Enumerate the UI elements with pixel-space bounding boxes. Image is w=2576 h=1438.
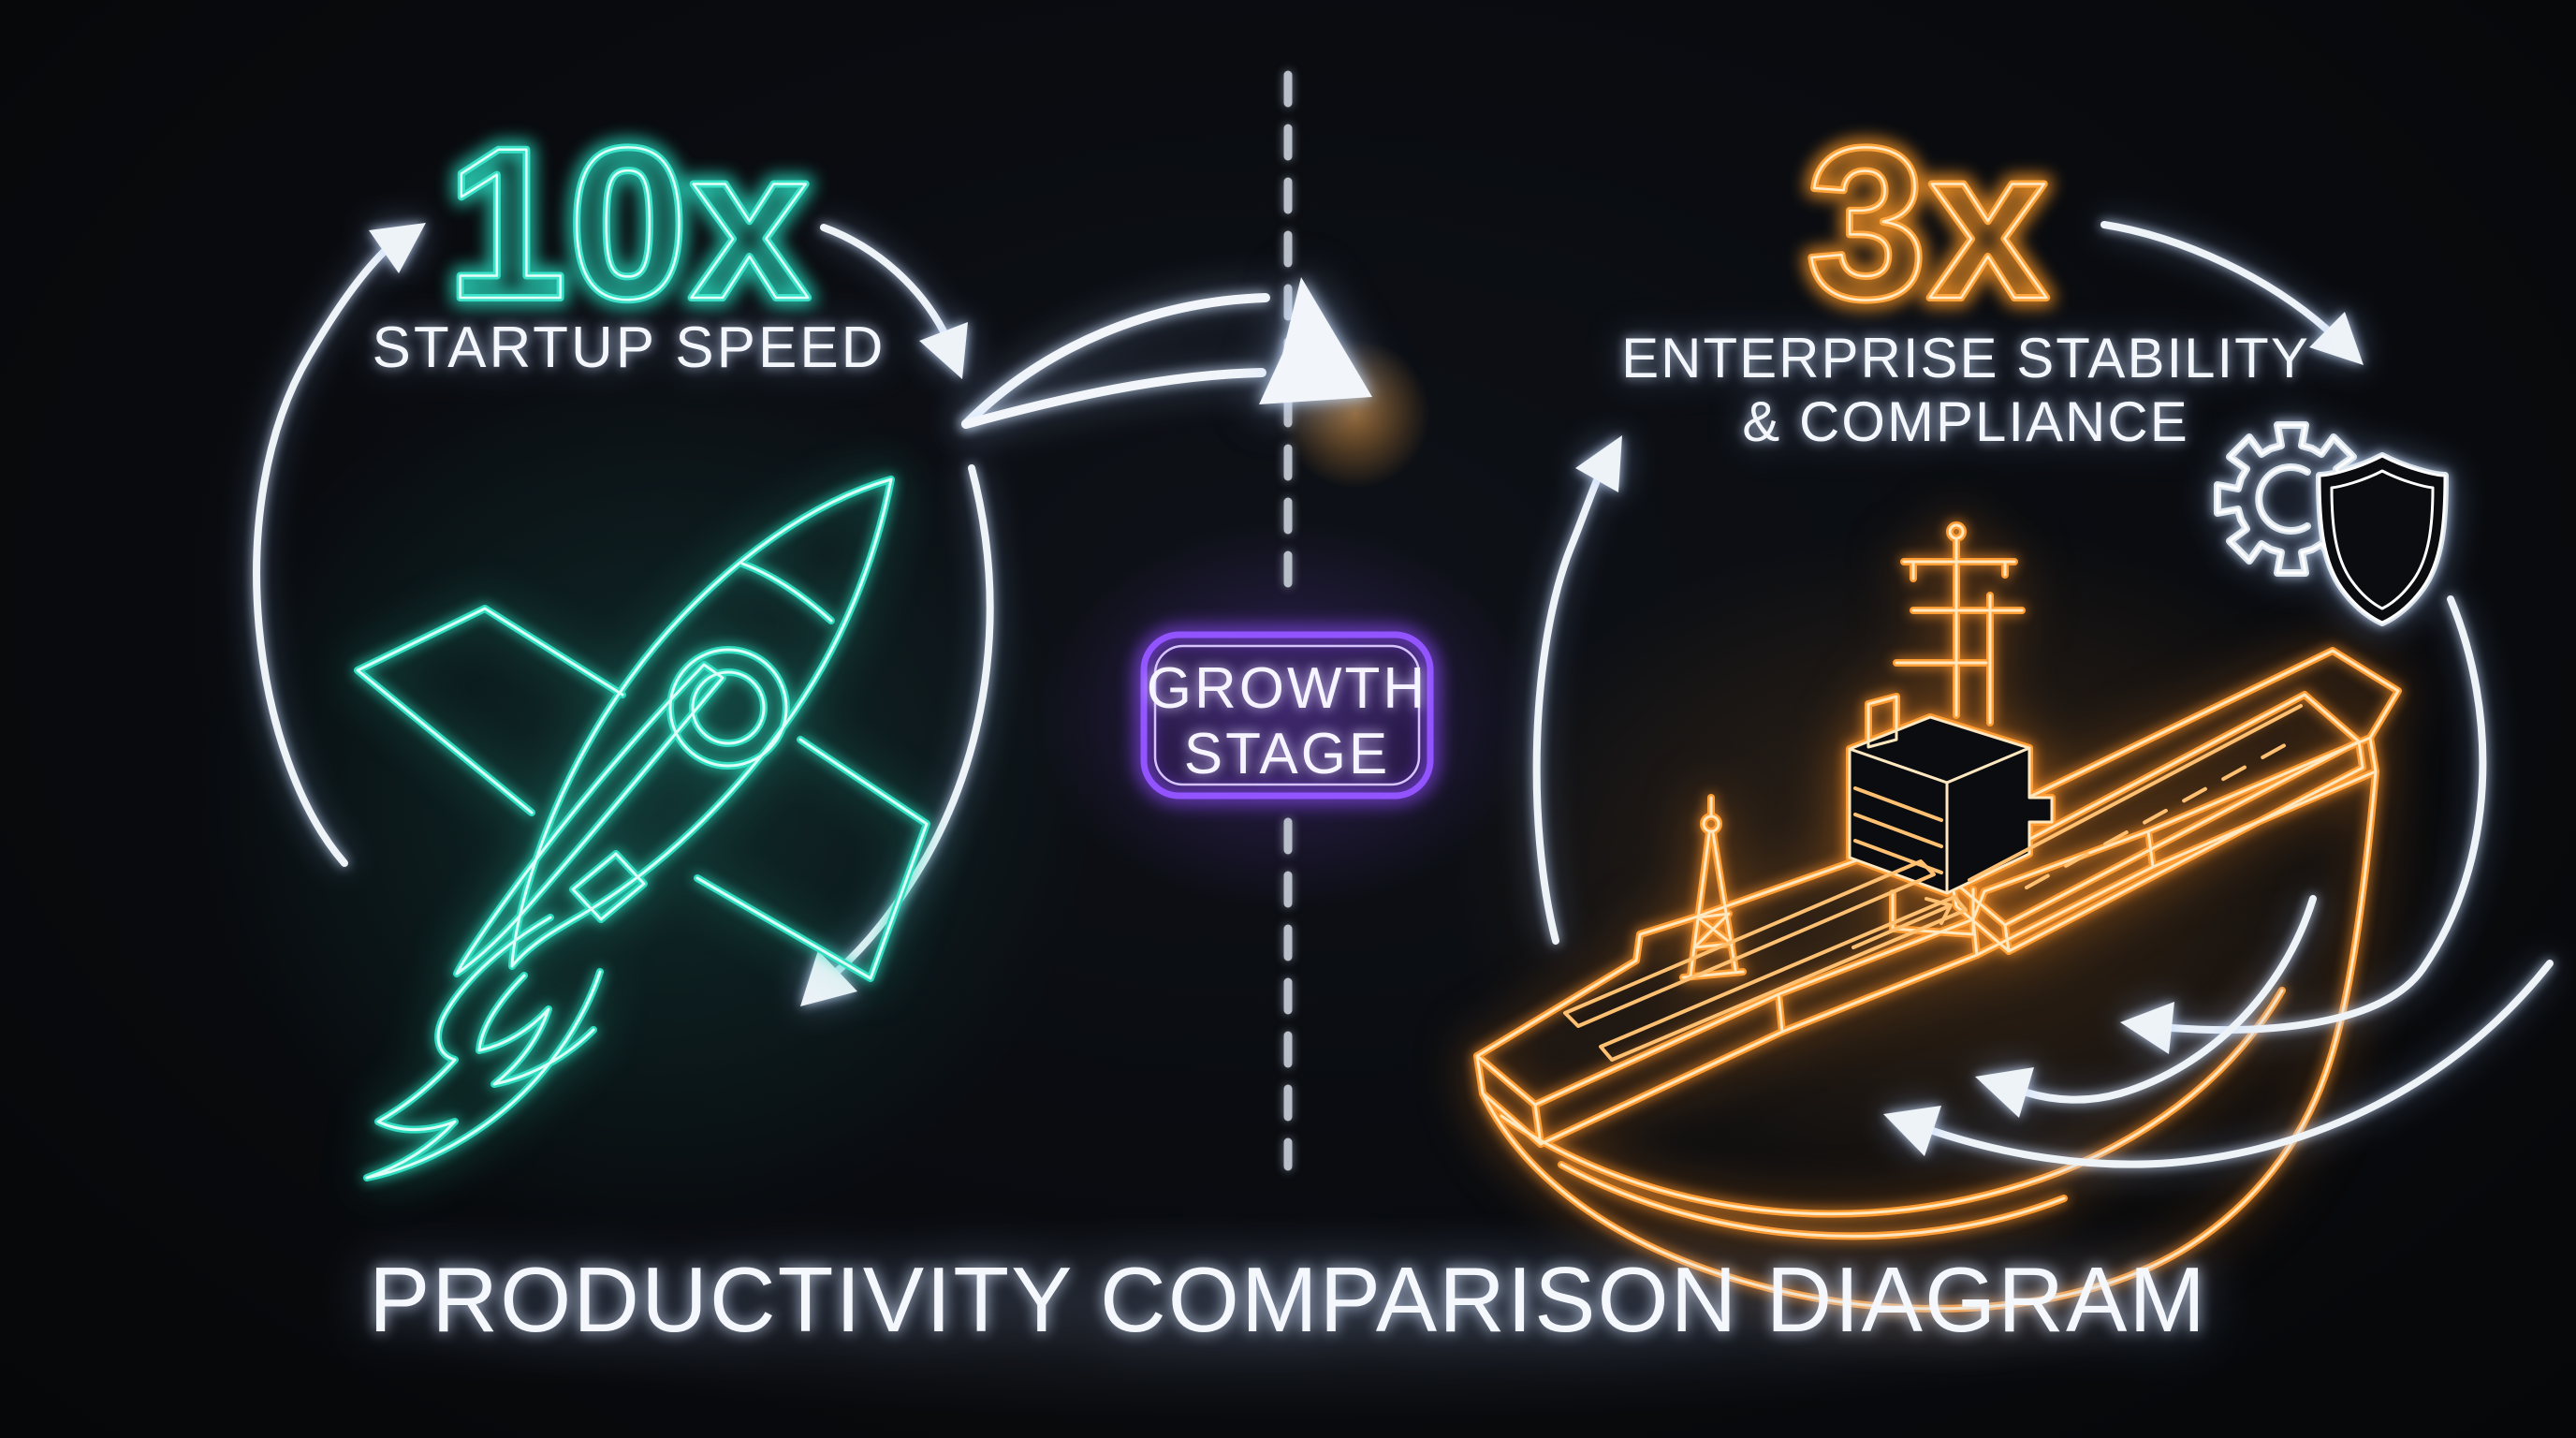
aircraft-carrier-icon — [1477, 525, 2398, 1309]
enterprise-label-line1: ENTERPRISE STABILITY — [1621, 327, 2310, 389]
right-cycle-return3-arrowhead-icon — [1883, 1106, 1941, 1156]
startup-label: STARTUP SPEED — [373, 315, 886, 380]
svg-text:3x: 3x — [1807, 103, 2050, 344]
left-cycle-arrows — [253, 223, 994, 1006]
svg-text:10x: 10x — [446, 103, 812, 344]
left-cycle-down-arrowhead-icon — [919, 322, 968, 379]
transition-arrowhead-icon — [1259, 277, 1372, 404]
shield-icon — [2216, 423, 2447, 624]
enterprise-multiplier: 3x 3x 3x — [1798, 95, 2056, 352]
carrier-deck-markings — [1563, 704, 2303, 1062]
svg-text:3x: 3x — [1807, 103, 2050, 344]
svg-text:10x: 10x — [446, 103, 812, 344]
svg-text:10x: 10x — [446, 103, 812, 344]
svg-text:3x: 3x — [1807, 103, 2050, 344]
growth-stage-badge: GROWTH STAGE — [1136, 627, 1438, 803]
right-cycle-up-arrowhead-icon — [1575, 435, 1622, 492]
left-cycle-return-arrowhead-icon — [800, 950, 857, 1006]
badge-line2: STAGE — [1184, 722, 1391, 786]
right-cycle-return1-arrowhead-icon — [2120, 1002, 2174, 1054]
transition-arrow — [961, 277, 1430, 489]
right-cycle-togear-arrowhead-icon — [2309, 312, 2364, 365]
right-cycle-arrows — [1532, 221, 2554, 1168]
diagram-title: PRODUCTIVITY COMPARISON DIAGRAM — [369, 1248, 2207, 1351]
right-cycle-return2-arrowhead-icon — [1975, 1067, 2034, 1118]
enterprise-label-line2: & COMPLIANCE — [1742, 390, 2188, 453]
left-cycle-up-arrowhead-icon — [369, 223, 426, 273]
startup-multiplier: 10x 10x 10x — [438, 95, 818, 352]
badge-line1: GROWTH — [1147, 656, 1427, 721]
gear-shield-group — [2217, 425, 2445, 623]
